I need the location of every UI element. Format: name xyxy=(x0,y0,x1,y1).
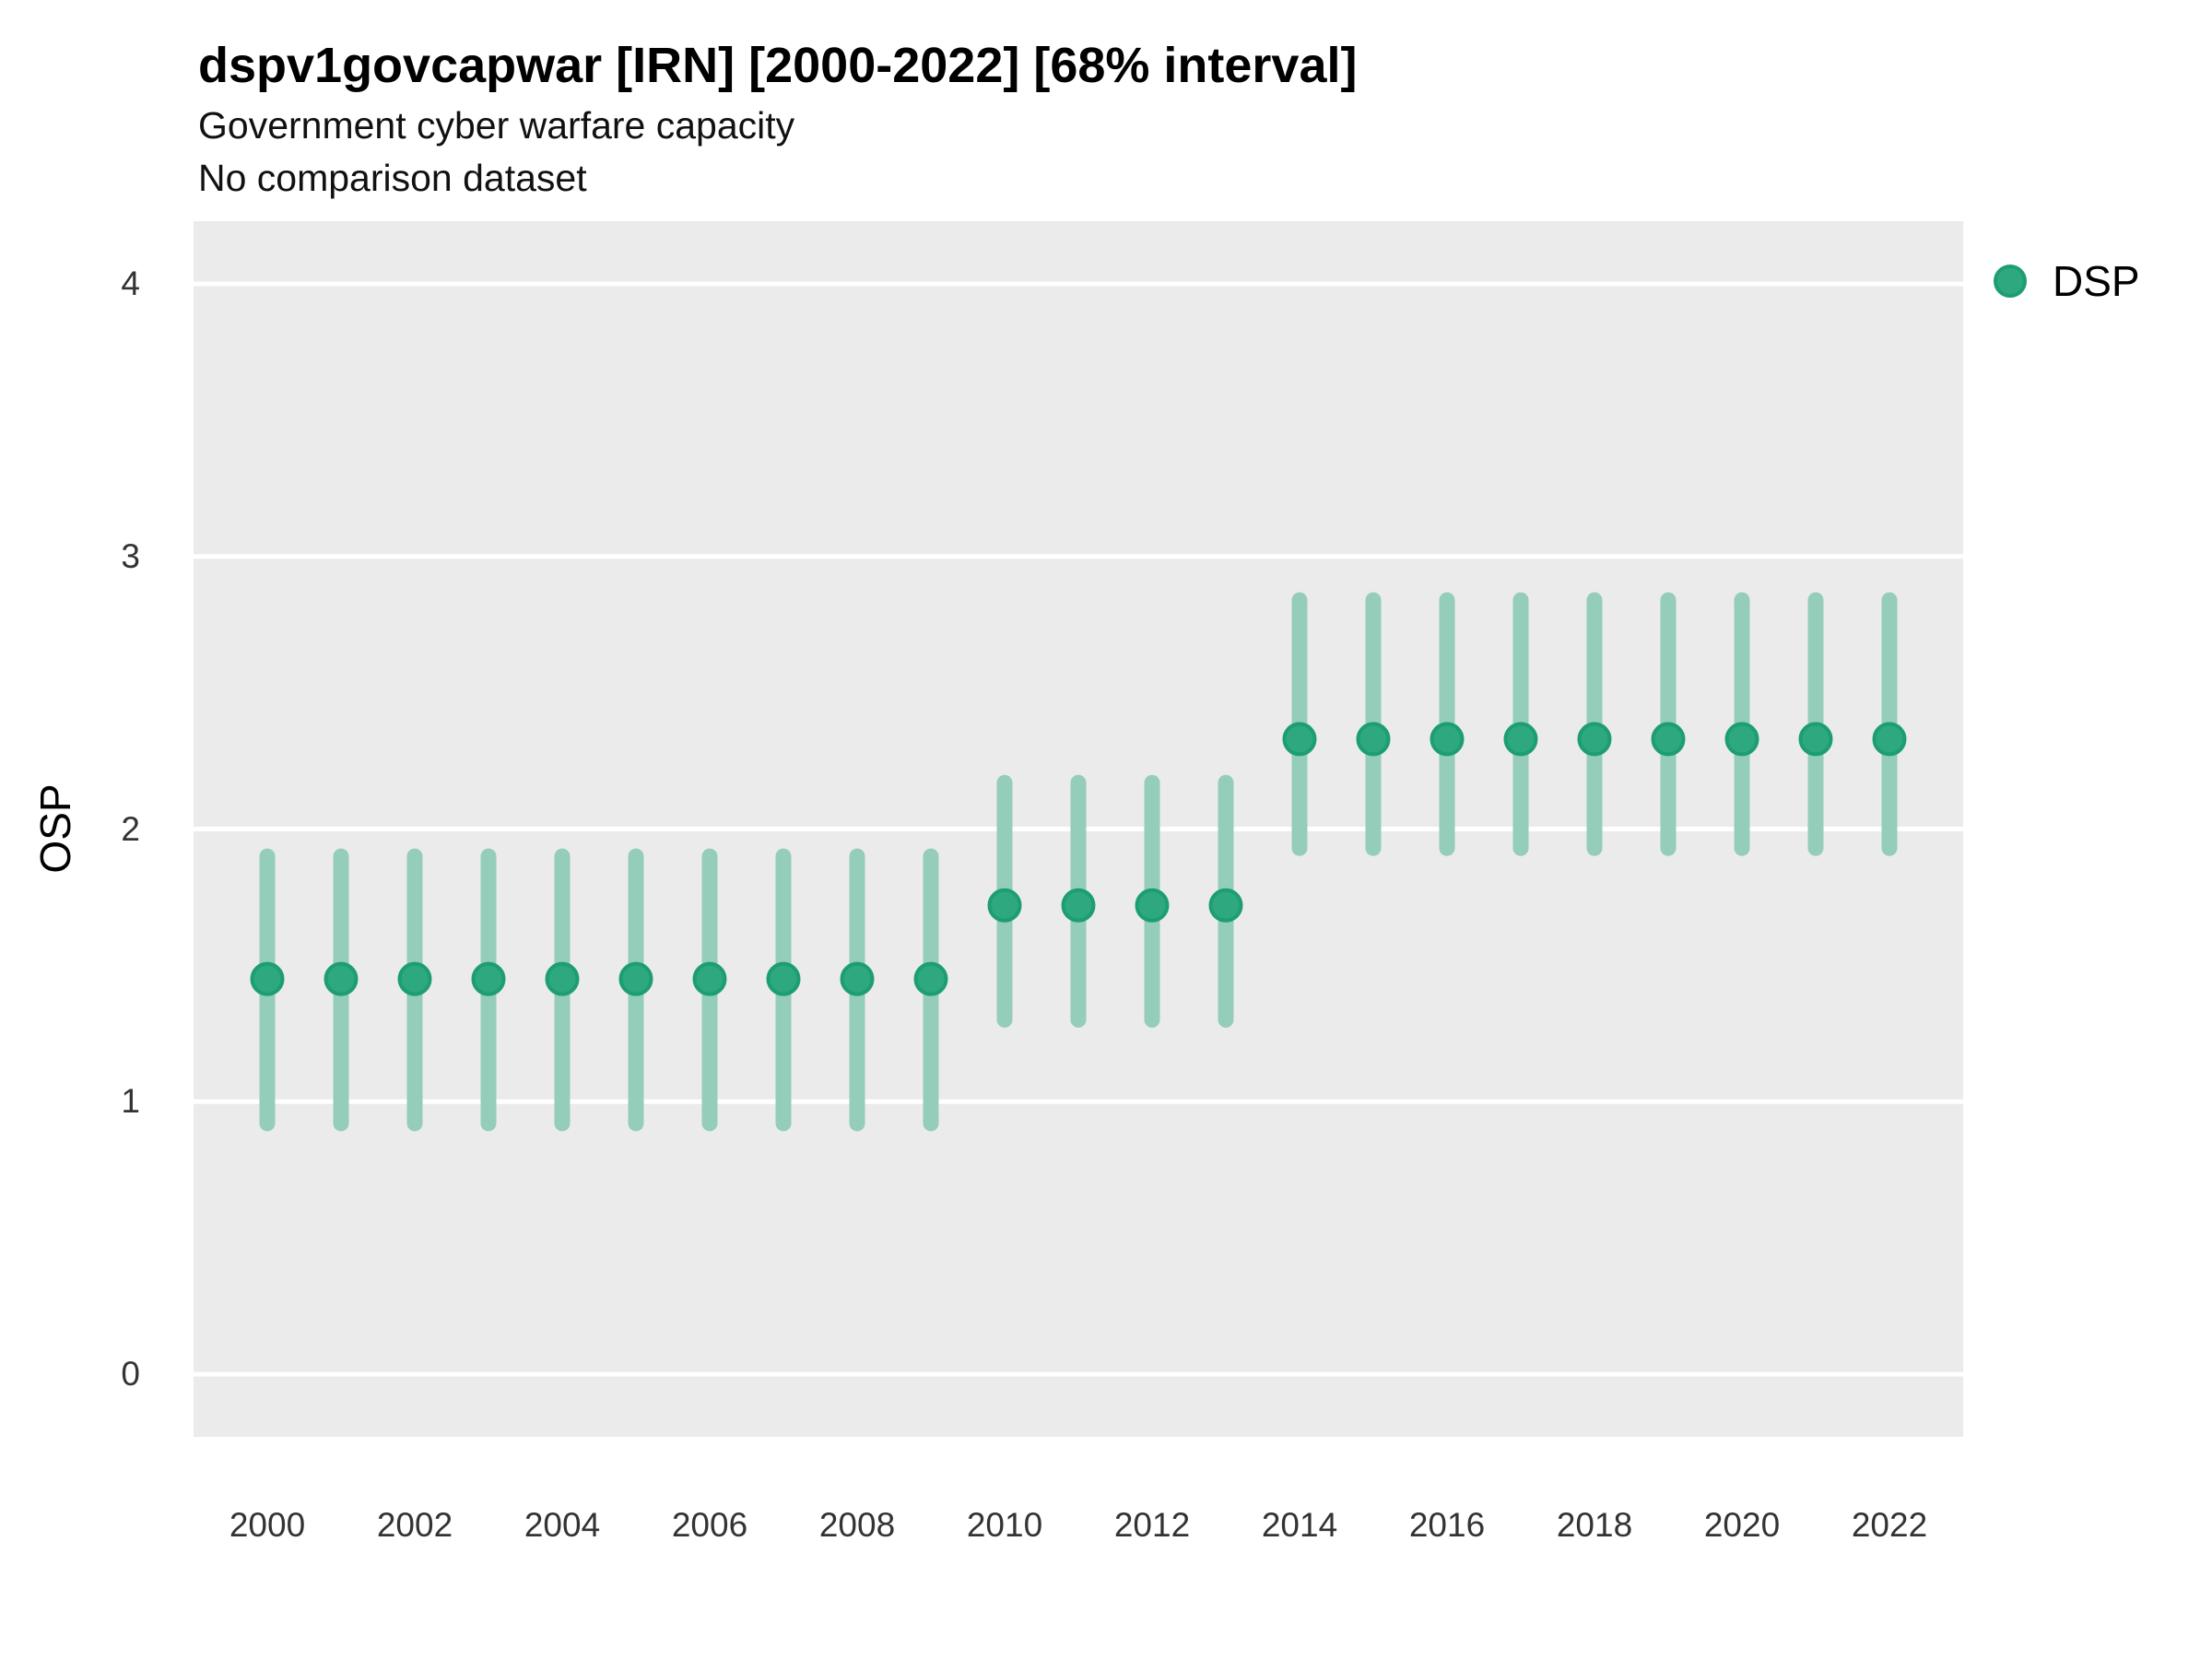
legend-label: DSP xyxy=(2053,257,2140,305)
data-point xyxy=(1798,722,1833,757)
y-tick-label: 1 xyxy=(121,1082,140,1121)
data-point xyxy=(1872,722,1907,757)
data-point xyxy=(1061,888,1096,923)
data-point xyxy=(1208,888,1243,923)
data-point xyxy=(250,961,285,996)
x-tick-label: 2008 xyxy=(818,1506,896,1544)
chart-title: dspv1govcapwar [IRN] [2000-2022] [68% in… xyxy=(198,38,1358,93)
data-point xyxy=(1356,722,1391,757)
x-tick-label: 2010 xyxy=(966,1506,1043,1544)
data-point xyxy=(1282,722,1317,757)
y-tick-label: 2 xyxy=(121,809,140,848)
data-point xyxy=(692,961,727,996)
x-tick-label: 2018 xyxy=(1556,1506,1633,1544)
x-tick-label: 2020 xyxy=(1703,1506,1781,1544)
data-point xyxy=(397,961,432,996)
data-point xyxy=(1724,722,1759,757)
x-tick-label: 2014 xyxy=(1261,1506,1338,1544)
data-point xyxy=(1503,722,1538,757)
data-point xyxy=(913,961,948,996)
x-tick-label: 2004 xyxy=(524,1506,601,1544)
data-point xyxy=(545,961,580,996)
x-tick-label: 2006 xyxy=(671,1506,748,1544)
data-point xyxy=(618,961,653,996)
legend-point-icon xyxy=(1994,265,2027,298)
data-point xyxy=(1651,722,1686,757)
y-tick-label: 3 xyxy=(121,536,140,575)
data-point xyxy=(766,961,801,996)
data-point xyxy=(1135,888,1170,923)
y-tick-label: 4 xyxy=(121,265,140,303)
x-tick-label: 2012 xyxy=(1113,1506,1191,1544)
data-point xyxy=(987,888,1022,923)
data-point xyxy=(840,961,875,996)
legend: DSP xyxy=(1994,256,2140,306)
y-tick-label: 0 xyxy=(121,1354,140,1393)
x-tick-label: 2016 xyxy=(1408,1506,1486,1544)
x-tick-label: 2002 xyxy=(376,1506,453,1544)
data-point xyxy=(471,961,506,996)
x-tick-label: 2022 xyxy=(1851,1506,1928,1544)
chart-subtitle: Government cyber warfare capacity xyxy=(198,104,795,147)
data-point xyxy=(324,961,359,996)
y-axis-title: OSP xyxy=(31,783,79,874)
data-point xyxy=(1577,722,1612,757)
x-tick-label: 2000 xyxy=(229,1506,306,1544)
chart-comparison-note: No comparison dataset xyxy=(198,157,587,199)
data-point xyxy=(1430,722,1465,757)
